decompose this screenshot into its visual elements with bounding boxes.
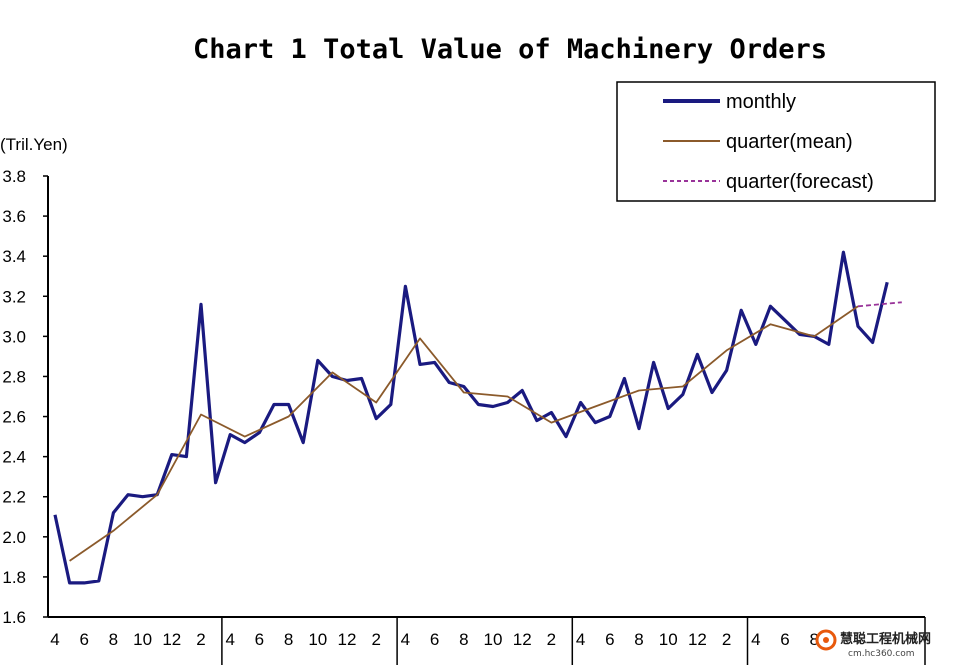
x-tick-label: 4 [401,630,410,649]
x-ticks: 4 6 8 10 12 2 4 6 8 10 12 2 4 6 8 10 12 2 4 6 8 10 12 2 4 6 8 [50,617,926,665]
x-tick-label: 8 [809,630,818,649]
y-ticks: 1.6 1.8 2.0 2.2 2.4 2.6 2.8 3.0 3.2 3.4 3.6 3.8 [2,167,48,627]
y-tick-label: 2.0 [2,528,26,547]
x-tick-label: 8 [634,630,643,649]
x-tick-label: 12 [513,630,532,649]
x-tick-label: 12 [688,630,707,649]
series-line-quarter-mean [69,305,859,562]
x-tick-label: 6 [780,630,789,649]
legend: monthly quarter(mean) quarter(forecast) [616,81,936,202]
watermark-subtext: cm.hc360.com [848,649,915,659]
watermark-logo-icon [815,629,837,651]
y-tick-label: 2.8 [2,367,26,386]
y-axis-unit-label: (Tril.Yen) [0,135,68,154]
y-tick-label: 3.0 [2,327,26,346]
x-tick-label: 6 [79,630,88,649]
y-tick-label: 2.2 [2,488,26,507]
chart-title: Chart 1 Total Value of Machinery Orders [193,34,827,65]
legend-label-monthly: monthly [726,91,796,113]
watermark: 慧聪工程机械网 cm.hc360.com [815,629,931,659]
y-tick-label: 1.6 [2,608,26,627]
x-tick-label: 10 [659,630,678,649]
series-line-monthly [53,250,889,585]
x-tick-label: 2 [371,630,380,649]
x-tick-label: 8 [459,630,468,649]
x-tick-label: 12 [338,630,357,649]
x-tick-label: 4 [576,630,585,649]
x-tick-label: 6 [255,630,264,649]
axes [47,176,925,618]
x-tick-label: 2 [547,630,556,649]
watermark-text: 慧聪工程机械网 [840,631,931,647]
y-tick-label: 3.8 [2,167,26,186]
x-tick-label: 8 [109,630,118,649]
x-tick-label: 6 [430,630,439,649]
y-tick-label: 1.8 [2,568,26,587]
legend-label-quarter-forecast: quarter(forecast) [726,171,874,193]
x-tick-label: 4 [50,630,59,649]
x-tick-label: 6 [605,630,614,649]
x-tick-label: 12 [162,630,181,649]
series-line-quarter-forecast [857,301,902,308]
x-tick-label: 2 [196,630,205,649]
y-tick-label: 3.4 [2,247,26,266]
series-group [53,250,902,585]
x-tick-label: 8 [284,630,293,649]
x-tick-label: 2 [722,630,731,649]
watermark-logo-dot-icon [823,637,829,643]
x-tick-label: 10 [133,630,152,649]
x-tick-label: 10 [484,630,503,649]
x-tick-label: 4 [225,630,234,649]
y-tick-label: 2.4 [2,448,26,467]
y-tick-label: 3.2 [2,287,26,306]
x-tick-label: 10 [308,630,327,649]
y-tick-label: 3.6 [2,207,26,226]
x-tick-label: 4 [751,630,760,649]
y-tick-label: 2.6 [2,408,26,427]
legend-label-quarter-mean: quarter(mean) [726,131,853,153]
